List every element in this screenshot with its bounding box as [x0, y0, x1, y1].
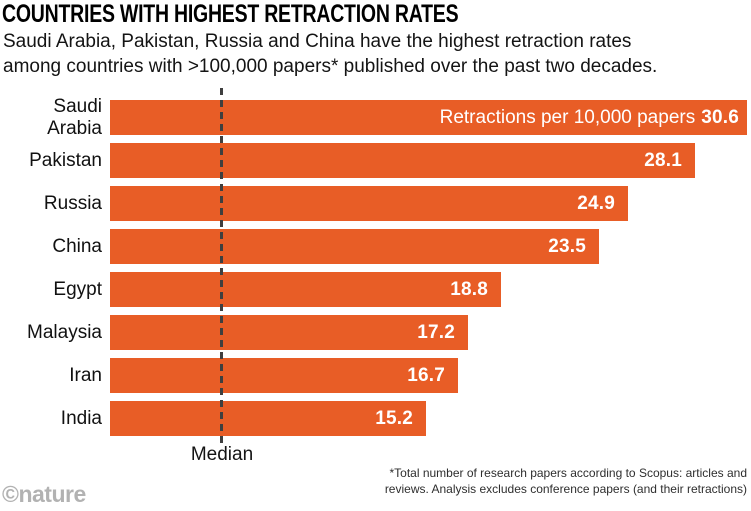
bar: 17.2: [110, 315, 468, 350]
bar-row: Pakistan 28.1: [0, 143, 747, 178]
value-label: 17.2: [417, 321, 455, 343]
country-label: Egypt: [53, 278, 102, 300]
chart-title: COUNTRIES WITH HIGHEST RETRACTION RATES: [2, 0, 459, 28]
country-label: Iran: [69, 364, 102, 386]
bar-row: Malaysia 17.2: [0, 315, 747, 350]
country-label: India: [60, 407, 102, 429]
bar: 23.5: [110, 229, 599, 264]
nature-logo: ©nature: [2, 481, 86, 507]
value-label: 24.9: [577, 192, 615, 214]
value-label: 30.6: [701, 106, 739, 128]
country-label: Saudi Arabia: [47, 95, 102, 139]
bar: Retractions per 10,000 papers 30.6: [110, 100, 747, 135]
country-label: Russia: [43, 192, 102, 214]
bar-row: China 23.5: [0, 229, 747, 264]
bars: Saudi Arabia Retractions per 10,000 paper…: [0, 96, 747, 444]
footnote-line1: *Total number of research papers accordi…: [389, 466, 747, 480]
country-label: Malaysia: [27, 321, 102, 343]
chart-subtitle-line2: among countries with >100,000 papers* pu…: [3, 56, 658, 77]
country-label: China: [52, 235, 102, 257]
footnote-line2: reviews. Analysis excludes conference pa…: [384, 481, 747, 496]
footnote: *Total number of research papers accordi…: [385, 466, 747, 497]
value-label: 15.2: [375, 407, 413, 429]
median-dashed-line: [220, 88, 223, 446]
value-label: 16.7: [407, 364, 445, 386]
bar-row: Saudi Arabia Retractions per 10,000 paper…: [0, 96, 747, 139]
bar-row: India 15.2: [0, 401, 747, 436]
value-label: 23.5: [548, 235, 586, 257]
bar-row: Egypt 18.8: [0, 272, 747, 307]
value-label: 28.1: [644, 149, 682, 171]
bar-row: Russia 24.9: [0, 186, 747, 221]
bar: 18.8: [110, 272, 501, 307]
bar: 15.2: [110, 401, 426, 436]
chart-subtitle-line1: Saudi Arabia, Pakistan, Russia and China…: [3, 31, 632, 52]
bar: 28.1: [110, 143, 695, 178]
bar: 24.9: [110, 186, 628, 221]
chart-subtitle: Saudi Arabia, Pakistan, Russia and China…: [3, 29, 657, 79]
country-label: Pakistan: [29, 149, 102, 171]
bar: 16.7: [110, 358, 458, 393]
bar-row: Iran 16.7: [0, 358, 747, 393]
series-label: Retractions per 10,000 papers: [439, 106, 696, 128]
median-label: Median: [190, 444, 254, 465]
value-label: 18.8: [450, 278, 488, 300]
